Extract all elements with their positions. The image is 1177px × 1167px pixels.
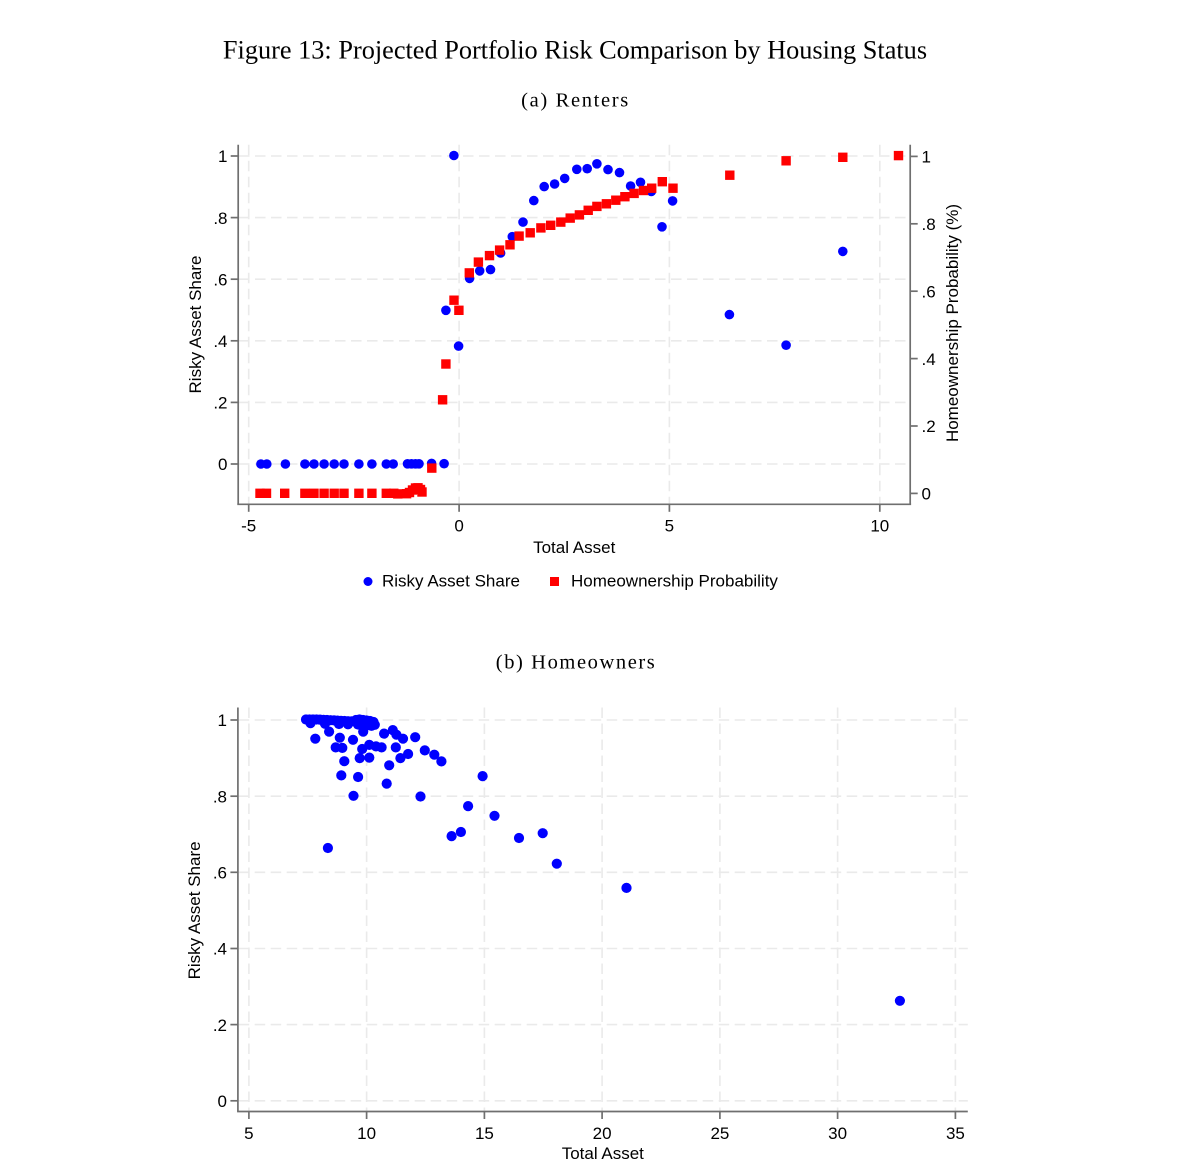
svg-text:Figure 13: Projected Portfolio: Figure 13: Projected Portfolio Risk Comp… — [223, 36, 927, 65]
svg-text:15: 15 — [475, 1124, 494, 1143]
svg-text:1: 1 — [218, 711, 227, 730]
svg-text:0: 0 — [218, 455, 227, 474]
svg-text:Risky Asset Share: Risky Asset Share — [186, 256, 205, 394]
svg-text:25: 25 — [710, 1124, 729, 1143]
svg-text:1: 1 — [922, 148, 931, 167]
svg-text:Risky Asset Share: Risky Asset Share — [185, 841, 204, 979]
svg-text:.8: .8 — [213, 787, 227, 806]
svg-text:5: 5 — [665, 516, 674, 535]
svg-text:5: 5 — [244, 1124, 253, 1143]
svg-text:.2: .2 — [213, 1016, 227, 1035]
svg-text:1: 1 — [218, 147, 227, 166]
svg-text:Homeownership Probability (%): Homeownership Probability (%) — [943, 204, 962, 442]
svg-text:Risky Asset Share: Risky Asset Share — [382, 572, 520, 591]
svg-text:.8: .8 — [922, 215, 936, 234]
svg-text:.6: .6 — [922, 282, 936, 301]
svg-text:0: 0 — [218, 1092, 227, 1111]
svg-text:-5: -5 — [241, 516, 256, 535]
svg-text:Total Asset: Total Asset — [533, 538, 615, 557]
svg-text:.8: .8 — [213, 209, 227, 228]
svg-text:10: 10 — [357, 1124, 376, 1143]
svg-text:.2: .2 — [213, 394, 227, 413]
svg-text:35: 35 — [946, 1124, 965, 1143]
svg-text:.4: .4 — [922, 350, 936, 369]
svg-text:30: 30 — [828, 1124, 847, 1143]
svg-text:0: 0 — [922, 485, 931, 504]
svg-text:0: 0 — [454, 516, 463, 535]
svg-text:Homeownership Probability: Homeownership Probability — [571, 572, 778, 591]
svg-text:.4: .4 — [213, 332, 227, 351]
svg-text:20: 20 — [593, 1124, 612, 1143]
svg-text:.4: .4 — [213, 940, 227, 959]
svg-text:(b) Homeowners: (b) Homeowners — [496, 652, 657, 674]
svg-text:.6: .6 — [213, 270, 227, 289]
svg-text:.6: .6 — [213, 864, 227, 883]
svg-text:(a) Renters: (a) Renters — [521, 90, 630, 112]
svg-text:.2: .2 — [922, 417, 936, 436]
svg-text:Total Asset: Total Asset — [562, 1144, 644, 1163]
svg-text:10: 10 — [870, 516, 889, 535]
